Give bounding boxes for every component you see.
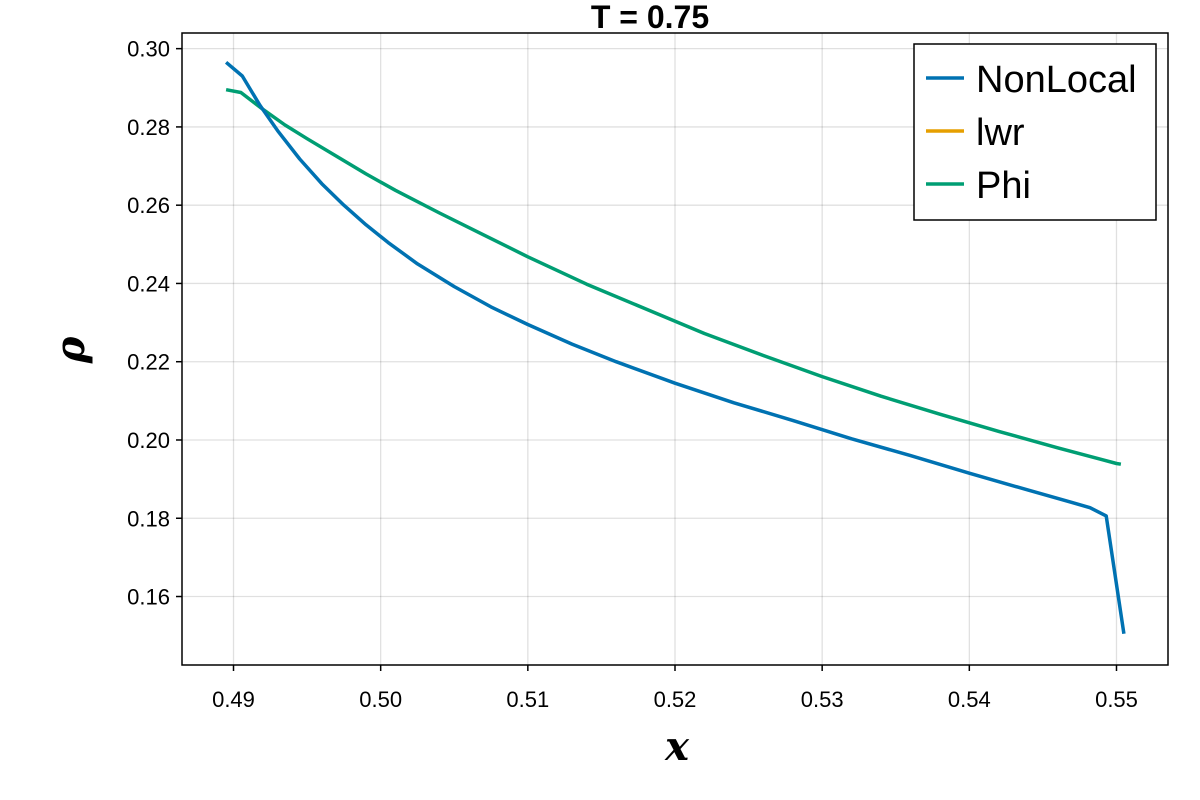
x-tick-label: 0.49 [212, 687, 255, 712]
y-tick-label: 0.22 [127, 350, 170, 375]
x-tick-label: 0.53 [801, 687, 844, 712]
x-tick-label: 0.50 [359, 687, 402, 712]
y-tick-label: 0.16 [127, 585, 170, 610]
y-tick-label: 0.26 [127, 193, 170, 218]
series-lines [224, 60, 1126, 634]
y-tick-label: 0.24 [127, 271, 170, 296]
x-tick-label: 0.54 [948, 687, 991, 712]
x-tick-label: 0.55 [1095, 687, 1138, 712]
x-tick-label: 0.52 [654, 687, 697, 712]
y-axis-ticks: 0.16 0.18 0.20 0.22 0.24 0.26 0.28 0.30 [127, 37, 182, 610]
legend-label-phi: Phi [976, 165, 1031, 207]
y-tick-label: 0.28 [127, 115, 170, 140]
y-tick-label: 0.30 [127, 37, 170, 62]
legend-item-phi: Phi [926, 165, 1031, 207]
series-line-phi [225, 87, 1122, 466]
legend-label-lwr: lwr [976, 112, 1025, 154]
legend-item-nonlocal: NonLocal [926, 59, 1137, 101]
chart-title: T = 0.75 [591, 0, 709, 35]
y-axis-label: ρ [47, 336, 94, 364]
x-tick-label: 0.51 [506, 687, 549, 712]
legend-label-nonlocal: NonLocal [976, 59, 1137, 101]
legend-item-lwr: lwr [926, 112, 1025, 154]
legend: NonLocal lwr Phi [913, 43, 1157, 221]
y-tick-label: 0.20 [127, 428, 170, 453]
y-tick-label: 0.18 [127, 506, 170, 531]
x-axis-ticks: 0.49 0.50 0.51 0.52 0.53 0.54 0.55 [212, 665, 1138, 712]
x-axis-label: x [664, 723, 690, 770]
series-line-nonlocal [224, 60, 1126, 634]
